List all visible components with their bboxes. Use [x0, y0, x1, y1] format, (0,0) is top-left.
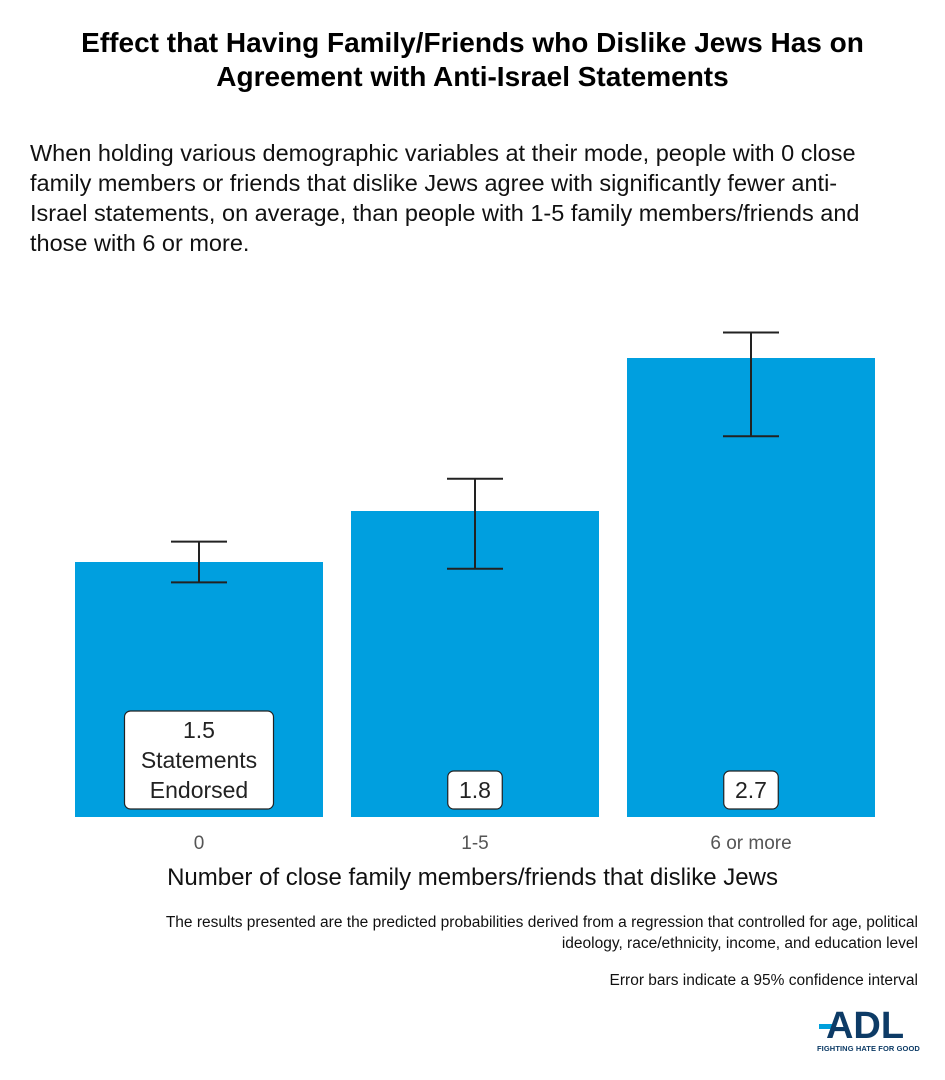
value-label-2-line-0: 2.7	[735, 777, 767, 803]
bar-1	[351, 511, 599, 817]
adl-tagline: FIGHTING HATE FOR GOOD	[817, 1044, 920, 1053]
value-label-box-0	[123, 710, 275, 810]
value-label-1-line-0: 1.8	[459, 777, 491, 803]
value-label-0-line-0: 1.5	[183, 717, 215, 743]
bar-2	[627, 358, 875, 817]
value-label-0-line-1: Statements	[141, 747, 257, 773]
error-bar-note: Error bars indicate a 95% confidence int…	[609, 972, 918, 989]
regression-footnote: The results presented are the predicted …	[165, 914, 918, 952]
value-label-box-1	[447, 770, 503, 810]
x-tick-label-0: 0	[194, 833, 205, 854]
chart-subtitle: When holding various demographic variabl…	[30, 140, 860, 256]
adl-logo-text: ADL	[826, 1005, 904, 1044]
adl-logo: ADL FIGHTING HATE FOR GOOD	[815, 1004, 920, 1060]
x-tick-label-1: 1-5	[461, 833, 488, 854]
bar-0	[75, 562, 323, 817]
x-tick-label-2: 6 or more	[710, 833, 791, 854]
chart-title: Effect that Having Family/Friends who Di…	[81, 27, 864, 92]
adl-logo-mark: ADL	[819, 1005, 904, 1044]
value-label-box-2	[723, 770, 779, 810]
value-label-0-line-2: Endorsed	[150, 777, 248, 803]
x-axis-label: Number of close family members/friends t…	[167, 864, 778, 891]
